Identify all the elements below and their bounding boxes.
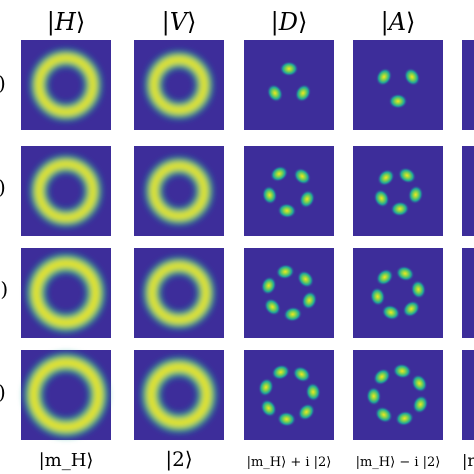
lobe-spot: [397, 167, 417, 184]
intensity-panel: [353, 350, 443, 440]
lobe-spot: [260, 276, 277, 295]
bottom-labels: |m_H⟩ |2⟩ |m_H⟩ + i |2⟩ |m_H⟩ − i |2⟩ |r: [39, 447, 474, 472]
panel-grid: [21, 40, 474, 440]
lobe-spot: [258, 377, 274, 397]
intensity-panel: [244, 248, 334, 338]
column-header-d: |D⟩: [271, 8, 308, 37]
column-header-a: |A⟩: [381, 8, 416, 37]
panel-background: [244, 146, 334, 236]
intensity-panel: [21, 40, 111, 130]
lobe-spot: [277, 411, 297, 427]
intensity-panel: [21, 350, 111, 440]
lobe-spot: [269, 165, 289, 183]
lobe-spot: [292, 366, 311, 383]
lobe-spot: [390, 201, 410, 217]
bottom-label-mh: |m_H⟩: [39, 450, 94, 471]
intensity-panel: [353, 248, 443, 338]
lobe-spot: [301, 291, 318, 310]
row-label-4: ): [0, 380, 6, 404]
lobe-spot: [294, 83, 312, 103]
lobe-spot: [279, 61, 299, 77]
lobe-spot: [402, 300, 421, 318]
intensity-panel: [353, 146, 443, 236]
lobe-spot: [411, 374, 428, 393]
lobe-spot: [277, 203, 297, 219]
lobe-spot: [366, 386, 382, 406]
lobe-spot: [392, 363, 412, 379]
lobe-spot: [260, 399, 277, 418]
bottom-label-partial: |r: [462, 451, 474, 470]
intensity-panel: [21, 248, 111, 338]
lobe-spot: [266, 83, 284, 103]
row-label-1: ): [0, 71, 6, 95]
lobe-spot: [375, 67, 393, 87]
lobe-spot: [410, 279, 427, 299]
column-headers: |H⟩ |V⟩ |D⟩ |A⟩: [47, 8, 416, 37]
lobe-spot: [271, 364, 291, 381]
ring-mode: [145, 157, 213, 225]
lobe-spot: [395, 265, 415, 282]
row-label-2: ): [0, 175, 6, 199]
ring-mode: [30, 49, 102, 121]
panel-background: [244, 40, 334, 130]
intensity-panel: [21, 146, 111, 236]
lobe-spot: [373, 368, 391, 386]
lobe-spot: [375, 268, 394, 286]
lobe-spot: [297, 270, 315, 288]
intensity-panel: [244, 40, 334, 130]
bottom-label-two: |2⟩: [165, 447, 192, 472]
intensity-panel: [244, 350, 334, 440]
lobe-spot: [374, 406, 393, 424]
lobe-spot: [403, 67, 421, 87]
lobe-spot: [299, 189, 316, 209]
intensity-panel: [353, 40, 443, 130]
column-header-v: |V⟩: [162, 8, 197, 37]
lobe-spot: [377, 169, 395, 187]
lobe-spot: [407, 185, 424, 205]
panel-background-partial: [462, 146, 474, 236]
lobe-spot: [283, 306, 303, 322]
bottom-label-plus: |m_H⟩ + i |2⟩: [247, 455, 332, 470]
lobe-spot: [369, 287, 386, 307]
lobe-spot: [261, 185, 278, 205]
panel-background-partial: [462, 350, 474, 440]
panel-background: [353, 248, 443, 338]
row-label-3: ·): [0, 277, 8, 301]
lobe-spot: [293, 167, 312, 185]
panel-background: [353, 146, 443, 236]
bottom-label-minus: |m_H⟩ − i |2⟩: [356, 455, 441, 470]
lobe-spot: [305, 382, 321, 402]
ring-mode: [143, 257, 215, 329]
ring-mode: [141, 357, 217, 433]
panel-background-partial: [462, 40, 474, 130]
lobe-spot: [395, 410, 415, 427]
lobe-spot: [373, 189, 390, 208]
panel-background: [353, 40, 443, 130]
panel-background-partial: [462, 248, 474, 338]
row-labels: ) ) ·) ): [0, 71, 8, 404]
panel-background: [244, 248, 334, 338]
ring-mode: [145, 51, 213, 119]
lobe-spot: [275, 264, 295, 280]
lobe-spot: [263, 298, 281, 316]
ring-mode: [24, 353, 108, 437]
ring-mode: [26, 253, 106, 333]
intensity-panel: [244, 146, 334, 236]
column-header-h: |H⟩: [47, 8, 85, 37]
lobe-spot: [412, 395, 429, 414]
intensity-panel: [134, 248, 224, 338]
ring-mode: [30, 155, 102, 227]
intensity-panel: [134, 40, 224, 130]
lobe-spot: [381, 304, 401, 321]
lobe-spot: [297, 403, 316, 421]
intensity-panel: [134, 350, 224, 440]
lobe-spot: [388, 93, 408, 109]
intensity-panel: [134, 146, 224, 236]
